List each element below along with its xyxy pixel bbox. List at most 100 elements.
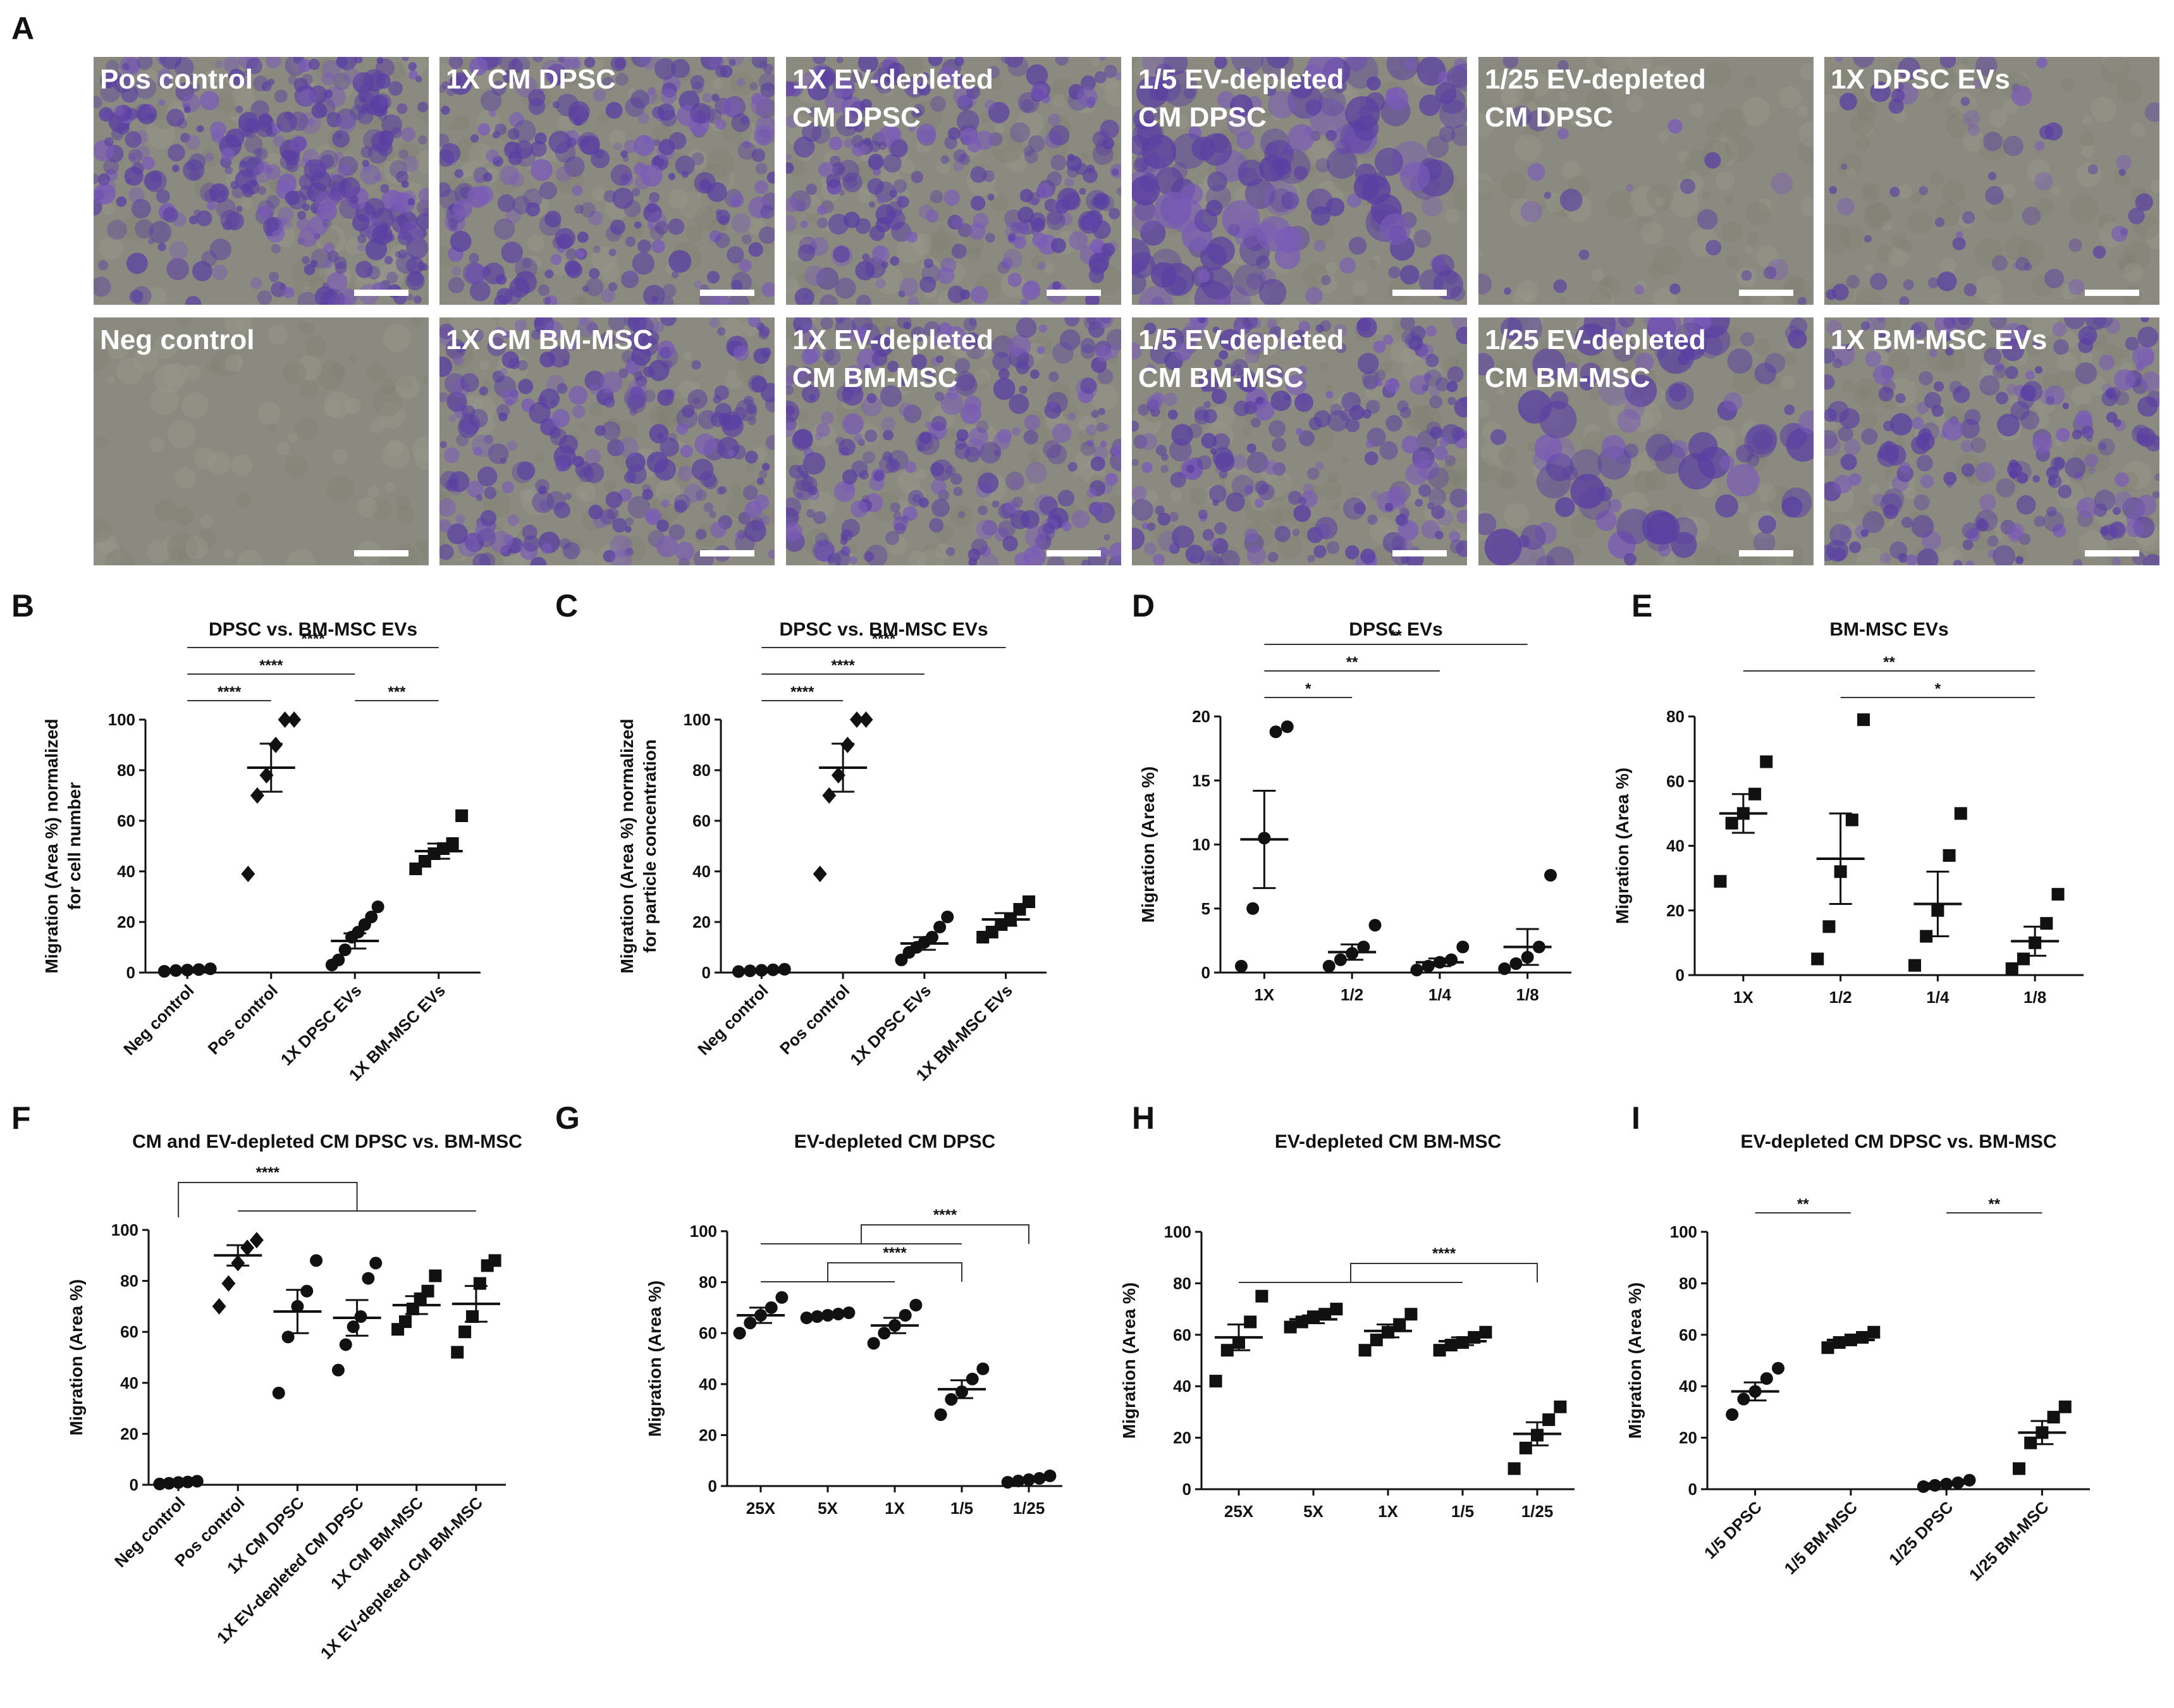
panel-letter: B — [11, 588, 34, 624]
category-label-1-25: 1/25 — [1013, 1499, 1045, 1518]
panel-a-letter: A — [11, 11, 34, 46]
data-point-1x-cm-bm-msc — [398, 1315, 412, 1329]
data-point-pos-control — [249, 1232, 264, 1249]
data-point-1-25 — [1519, 1441, 1532, 1454]
micrograph-label: 1/5 EV-depleted — [1138, 324, 1344, 355]
micrograph-1x-dpsc-evs: 1X DPSC EVs — [1824, 57, 2159, 305]
scale-bar — [2085, 550, 2139, 556]
y-axis-label: Migration (Area %) — [1625, 1282, 1645, 1439]
data-point-1-8 — [1544, 869, 1557, 882]
category-label-1-8: 1/8 — [1516, 985, 1539, 1004]
category-label-1x: 1X — [1733, 988, 1753, 1007]
data-point-pos-control — [840, 737, 855, 753]
significance-label: **** — [831, 657, 855, 674]
data-point-1x-dpsc-evs — [365, 911, 378, 923]
micrograph-background — [1478, 57, 1814, 305]
scale-bar — [354, 290, 408, 296]
data-point-1-8 — [1498, 962, 1511, 975]
data-point-1-2 — [1334, 953, 1347, 966]
y-tick-label: 40 — [699, 1375, 717, 1394]
data-point-neg-control — [732, 965, 745, 978]
data-point-1x — [909, 1298, 923, 1312]
micrograph-pos-control: Pos control — [94, 57, 429, 305]
y-tick-label: 40 — [1666, 837, 1685, 856]
data-point-1x-cm-bm-msc — [421, 1284, 434, 1298]
data-point-1x-ev-depleted-cm-bm-msc — [451, 1346, 464, 1359]
category-label-neg-control: Neg control — [120, 981, 197, 1059]
y-tick-label: 100 — [111, 1220, 138, 1239]
y-tick-label: 0 — [708, 1477, 717, 1496]
category-label-1x-dpsc-evs: 1X DPSC EVs — [277, 981, 365, 1069]
data-point-1x — [1280, 720, 1294, 734]
bracket-arm — [1350, 1263, 1538, 1282]
scale-bar — [1047, 550, 1101, 556]
panel-c-chart: C DPSC vs. BM-MSC EVs 0 20 40 60 80 100 Migratio… — [555, 588, 1047, 1084]
category-label-1-25-bm-msc: 1/25 BM-MSC — [1965, 1497, 2053, 1585]
data-point-1x — [1393, 1318, 1406, 1331]
data-point-1x-dpsc-evs — [338, 943, 352, 956]
y-axis-label: for particle concentration — [640, 739, 660, 953]
significance-label: ** — [1346, 654, 1358, 671]
category-label-pos-control: Pos control — [776, 981, 853, 1058]
category-label-5x: 5X — [818, 1499, 838, 1518]
significance-label: **** — [218, 684, 242, 701]
data-point-1-2 — [1811, 952, 1824, 966]
category-label-pos-control: Pos control — [204, 981, 281, 1058]
y-tick-label: 40 — [120, 1373, 138, 1392]
data-point-25x — [1255, 1289, 1268, 1303]
stain-texture — [1478, 317, 1814, 565]
stain-texture — [786, 317, 1121, 565]
significance-label: **** — [256, 1164, 280, 1181]
micrograph-label: CM DPSC — [1138, 102, 1267, 133]
category-label-1-8: 1/8 — [2024, 988, 2046, 1007]
chart-title: EV-depleted CM DPSC vs. BM-MSC — [1740, 1131, 2056, 1152]
data-point-5x — [1295, 1315, 1308, 1329]
micrograph-1x-ev-depleted-cm-bm-msc: 1X EV-depleted CM BM-MSC — [786, 317, 1121, 565]
y-tick-label: 60 — [1173, 1325, 1191, 1344]
y-tick-label: 0 — [1676, 966, 1685, 985]
data-point-1x — [1748, 787, 1762, 801]
micrograph-1-5-ev-depleted-cm-bm-msc: 1/5 EV-depleted CM BM-MSC — [1132, 317, 1467, 565]
micrograph-label: CM BM-MSC — [792, 362, 958, 393]
stain-texture — [1132, 57, 1467, 305]
panel-letter: G — [555, 1100, 580, 1136]
y-tick-label: 60 — [1666, 771, 1685, 790]
data-point-pos-control — [269, 737, 283, 753]
chart-title: DPSC vs. BM-MSC EVs — [209, 619, 417, 640]
data-point-1x — [1246, 902, 1260, 915]
y-axis-label: Migration (Area %) — [1119, 1282, 1139, 1439]
y-tick-label: 80 — [1679, 1274, 1697, 1293]
data-point-1-8 — [2040, 917, 2053, 930]
data-point-1-2 — [1368, 919, 1382, 932]
data-point-25x — [1209, 1375, 1222, 1388]
y-tick-label: 0 — [702, 963, 711, 982]
data-point-1-8 — [1509, 957, 1523, 970]
panel-b-chart: B DPSC vs. BM-MSC EVs 0 20 40 60 80 100 Migratio… — [11, 588, 481, 1084]
micrograph-label: 1/5 EV-depleted — [1138, 64, 1344, 95]
data-point-pos-control — [287, 711, 302, 728]
data-point-1x — [1358, 1344, 1372, 1357]
data-point-1-5 — [1479, 1325, 1492, 1339]
y-tick-label: 0 — [1688, 1480, 1697, 1499]
panel-h-chart: H EV-depleted CM BM-MSC 0 20 40 60 80 100 Migrat… — [1119, 1100, 1575, 1521]
micrograph-1-25-ev-depleted-cm-dpsc: 1/25 EV-depleted CM DPSC — [1478, 57, 1814, 305]
data-point-1-5 — [934, 1408, 947, 1422]
data-point-1x — [1234, 959, 1248, 973]
data-point-pos-control — [813, 866, 827, 882]
data-point-1x-cm-bm-msc — [429, 1269, 442, 1282]
stain-texture — [439, 57, 775, 305]
y-tick-label: 15 — [1192, 771, 1210, 790]
data-point-1x-dpsc-evs — [371, 900, 384, 913]
significance-label: **** — [259, 657, 283, 674]
micrograph-background — [94, 317, 429, 565]
y-tick-label: 40 — [117, 862, 135, 881]
panel-letter: I — [1631, 1100, 1640, 1136]
data-point-1x-cm-dpsc — [300, 1284, 314, 1298]
data-point-1x — [1760, 755, 1773, 768]
y-tick-label: 20 — [692, 912, 711, 931]
micrograph-1x-ev-depleted-cm-dpsc: 1X EV-depleted CM DPSC — [786, 57, 1121, 305]
data-point-1x — [1404, 1308, 1418, 1321]
data-point-1-5 — [1433, 1344, 1446, 1357]
data-point-neg-control — [190, 1475, 204, 1488]
significance-label: ** — [1797, 1196, 1809, 1213]
